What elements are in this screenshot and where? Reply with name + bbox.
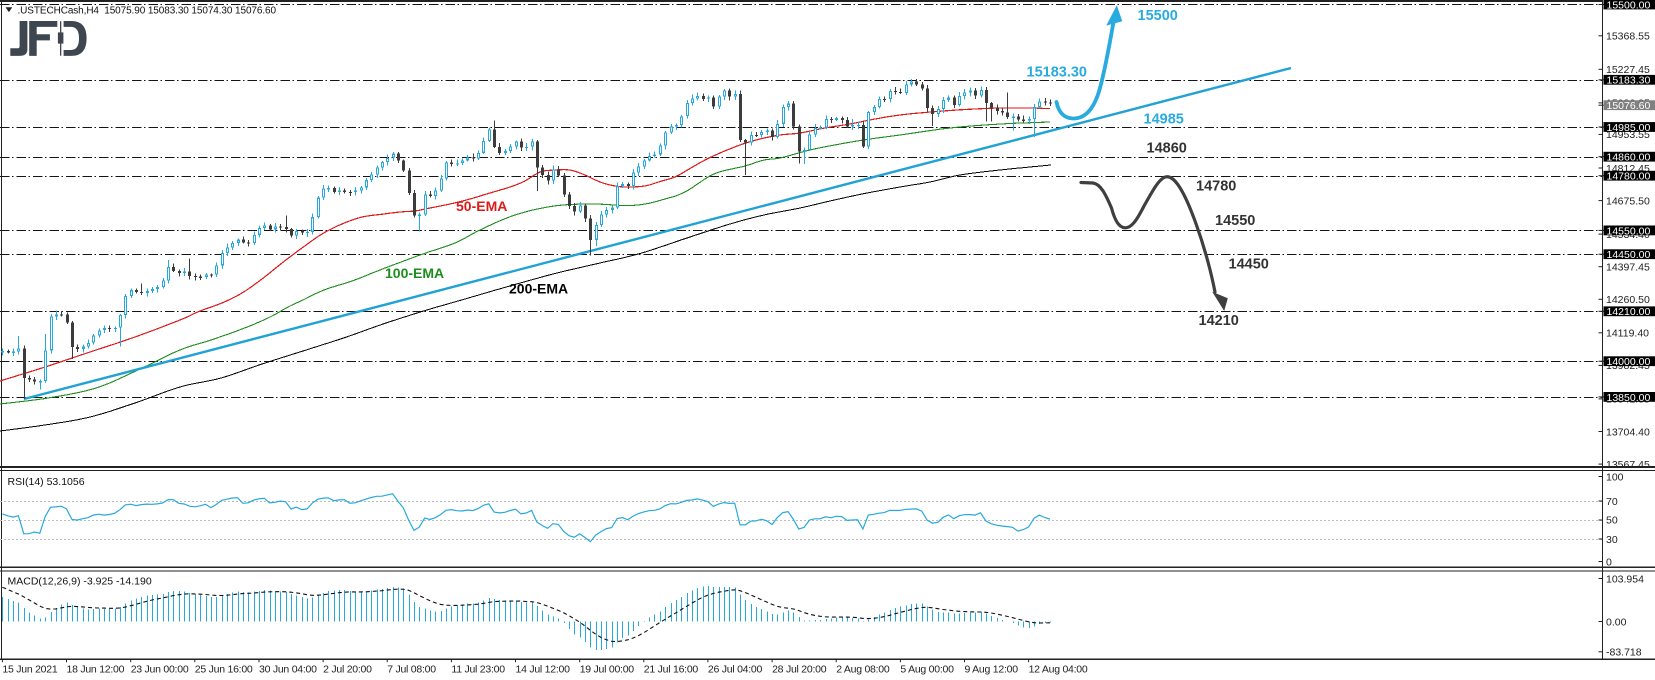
svg-text:26 Jul 04:00: 26 Jul 04:00 [708,664,763,676]
svg-text:12 Aug 04:00: 12 Aug 04:00 [1029,664,1088,676]
svg-text:14985: 14985 [1144,112,1184,128]
svg-text:70: 70 [1606,496,1618,508]
svg-text:100: 100 [1606,471,1624,483]
svg-text:15500: 15500 [1138,8,1178,24]
svg-text:0: 0 [1606,556,1612,568]
svg-text:9 Aug 12:00: 9 Aug 12:00 [965,664,1019,676]
svg-text:18 Jun 12:00: 18 Jun 12:00 [67,664,125,676]
svg-text:14397.45: 14397.45 [1606,262,1650,274]
svg-text:2 Aug 08:00: 2 Aug 08:00 [836,664,890,676]
svg-text:28 Jul 20:00: 28 Jul 20:00 [772,664,827,676]
svg-text:0.00: 0.00 [1606,616,1627,628]
svg-text:14780: 14780 [1196,179,1236,195]
svg-text:MACD(12,26,9) -3.925 -14.190: MACD(12,26,9) -3.925 -14.190 [8,576,152,588]
svg-text:15183.30: 15183.30 [1027,65,1087,81]
svg-text:14000.00: 14000.00 [1607,356,1651,368]
svg-text:14860: 14860 [1147,141,1187,157]
svg-text:21 Jul 16:00: 21 Jul 16:00 [644,664,699,676]
svg-text:15 Jun 2021: 15 Jun 2021 [2,664,57,676]
svg-text:19 Jul 00:00: 19 Jul 00:00 [580,664,635,676]
svg-text:7 Jul 08:00: 7 Jul 08:00 [387,664,436,676]
svg-text:2 Jul 20:00: 2 Jul 20:00 [323,664,372,676]
svg-text:14860.00: 14860.00 [1607,152,1651,164]
svg-text:14210: 14210 [1199,313,1239,329]
svg-text:13850.00: 13850.00 [1607,392,1651,404]
svg-text:14675.50: 14675.50 [1606,195,1650,207]
svg-text:13567.45: 13567.45 [1606,459,1650,471]
svg-text:14953.55: 14953.55 [1606,129,1650,141]
svg-text:.USTECHCash,H4 15075.90 15083: .USTECHCash,H4 15075.90 15083.30 15074.3… [18,6,277,17]
svg-text:25 Jun 16:00: 25 Jun 16:00 [195,664,253,676]
svg-text:15500.00: 15500.00 [1607,0,1651,11]
svg-text:14550: 14550 [1215,213,1255,229]
svg-text:11 Jul 23:00: 11 Jul 23:00 [451,664,505,676]
svg-text:100-EMA: 100-EMA [385,265,444,281]
svg-text:103.954: 103.954 [1606,573,1644,585]
svg-text:30 Jun 04:00: 30 Jun 04:00 [259,664,317,676]
svg-text:14550.00: 14550.00 [1607,225,1651,237]
svg-text:RSI(14) 53.1056: RSI(14) 53.1056 [8,476,85,488]
svg-text:14780.00: 14780.00 [1607,171,1651,183]
svg-text:15368.55: 15368.55 [1606,31,1650,43]
svg-text:14260.50: 14260.50 [1606,294,1650,306]
svg-text:-83.718: -83.718 [1606,647,1642,659]
svg-text:14450.00: 14450.00 [1607,249,1651,261]
svg-text:14985.00: 14985.00 [1607,122,1651,134]
svg-text:14450: 14450 [1229,257,1269,273]
svg-text:14119.40: 14119.40 [1606,328,1649,340]
svg-text:23 Jun 00:00: 23 Jun 00:00 [131,664,189,676]
svg-text:50: 50 [1606,514,1618,526]
svg-text:15227.45: 15227.45 [1606,64,1650,76]
svg-text:30: 30 [1606,534,1618,546]
svg-text:5 Aug 00:00: 5 Aug 00:00 [900,664,954,676]
svg-text:200-EMA: 200-EMA [509,281,568,297]
svg-text:15183.30: 15183.30 [1607,75,1651,87]
svg-text:13704.40: 13704.40 [1606,426,1650,438]
svg-text:14 Jul 12:00: 14 Jul 12:00 [516,664,571,676]
svg-text:14210.00: 14210.00 [1607,306,1651,318]
svg-text:50-EMA: 50-EMA [456,198,507,214]
svg-text:15076.60: 15076.60 [1607,100,1651,112]
